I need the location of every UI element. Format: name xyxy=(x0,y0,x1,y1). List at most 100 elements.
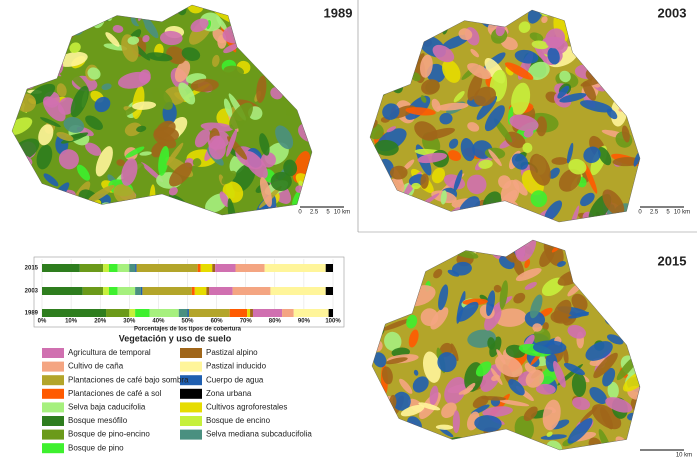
map-patch xyxy=(388,13,404,23)
map-patch xyxy=(598,269,612,297)
map-patch xyxy=(451,261,472,276)
map-patch xyxy=(36,144,53,170)
scale-label: 2.5 xyxy=(650,210,659,216)
map-patch xyxy=(69,42,81,54)
map-patch xyxy=(212,54,220,67)
bar-segment xyxy=(82,287,104,295)
map-patch xyxy=(375,293,389,316)
map-patch xyxy=(138,5,149,22)
map xyxy=(12,5,312,215)
map-patch xyxy=(13,18,34,48)
map-patch xyxy=(168,187,178,196)
map-patch xyxy=(600,407,613,430)
map-patch xyxy=(23,39,44,47)
map-patch xyxy=(192,158,202,167)
map-patch xyxy=(34,34,51,48)
map-patch xyxy=(141,199,175,213)
map-patch xyxy=(86,5,109,22)
map-patch xyxy=(444,376,467,405)
map-patch xyxy=(379,22,403,50)
map-patch xyxy=(372,289,388,313)
map-patch xyxy=(399,296,416,307)
map-patch xyxy=(431,435,444,450)
map-patch xyxy=(422,127,455,140)
map-patch xyxy=(94,96,111,113)
map-patch xyxy=(156,120,176,138)
map-patch xyxy=(393,302,407,316)
map-patch xyxy=(413,369,419,376)
map-patch xyxy=(376,240,402,261)
map-patch xyxy=(383,293,396,306)
map-patch xyxy=(529,32,544,42)
map-patch xyxy=(493,284,502,293)
map-patch xyxy=(600,281,606,296)
legend-swatch xyxy=(42,388,64,399)
map-patch xyxy=(244,150,268,179)
category-label: 1989 xyxy=(25,311,39,317)
map-patch xyxy=(525,369,544,388)
bar-segment xyxy=(229,309,248,317)
map-patch xyxy=(484,306,502,331)
map-patch xyxy=(379,28,395,38)
map-patch xyxy=(377,279,392,293)
map-patch xyxy=(200,122,234,132)
map-patch xyxy=(393,424,416,450)
legend-swatch xyxy=(180,348,202,358)
map-patch xyxy=(553,299,572,323)
x-tick-label: 50% xyxy=(181,319,194,325)
bar-segment xyxy=(108,264,118,272)
map-patch xyxy=(384,331,402,351)
map-patch xyxy=(103,43,128,51)
map-patch xyxy=(536,116,547,137)
map-patch xyxy=(190,78,219,92)
bar-segment xyxy=(197,264,201,272)
map-patch xyxy=(270,26,290,34)
map-patch xyxy=(422,351,441,383)
map-patch xyxy=(439,427,454,438)
map-patch xyxy=(166,142,184,166)
map-patch xyxy=(400,431,415,450)
legend-title: Vegetación y uso de suelo xyxy=(119,333,232,343)
map-patch xyxy=(69,71,88,90)
map-patch xyxy=(544,200,563,222)
map-patch xyxy=(87,67,101,80)
map-patch xyxy=(627,291,636,322)
map-patch xyxy=(477,10,486,19)
map-patch xyxy=(390,283,408,309)
map-patch xyxy=(467,122,480,132)
map-patch xyxy=(81,15,92,27)
map-patch xyxy=(432,44,455,63)
map-patch xyxy=(12,27,32,48)
map-patch xyxy=(605,397,633,413)
map-patch xyxy=(436,102,469,111)
map-patch xyxy=(495,354,523,378)
map-patch xyxy=(105,32,120,47)
map-patch xyxy=(523,406,538,421)
map-patch xyxy=(621,266,638,296)
map-patch xyxy=(484,105,505,132)
bar-segment xyxy=(252,309,283,317)
map-outline xyxy=(11,4,313,216)
map-patch xyxy=(121,158,138,186)
bar-segment xyxy=(250,309,253,317)
map-patch xyxy=(28,50,42,75)
map-patch xyxy=(70,5,76,13)
x-tick-label: 70% xyxy=(240,319,253,325)
map-patch xyxy=(499,399,530,407)
map-patch xyxy=(605,26,621,47)
map-patch xyxy=(275,23,301,42)
map-patch xyxy=(627,257,640,276)
map-patch xyxy=(58,149,79,170)
map-patch xyxy=(249,38,263,59)
map-patch xyxy=(419,54,433,78)
map-patch xyxy=(370,29,380,40)
map-patch xyxy=(438,284,449,311)
map-patch xyxy=(101,83,112,91)
map-patch xyxy=(248,7,269,32)
map-patch xyxy=(558,168,581,192)
map-patch xyxy=(542,399,561,431)
map-patch xyxy=(547,47,560,65)
map-patch xyxy=(463,382,476,395)
map-patch xyxy=(575,10,584,16)
map-patch xyxy=(453,169,463,192)
